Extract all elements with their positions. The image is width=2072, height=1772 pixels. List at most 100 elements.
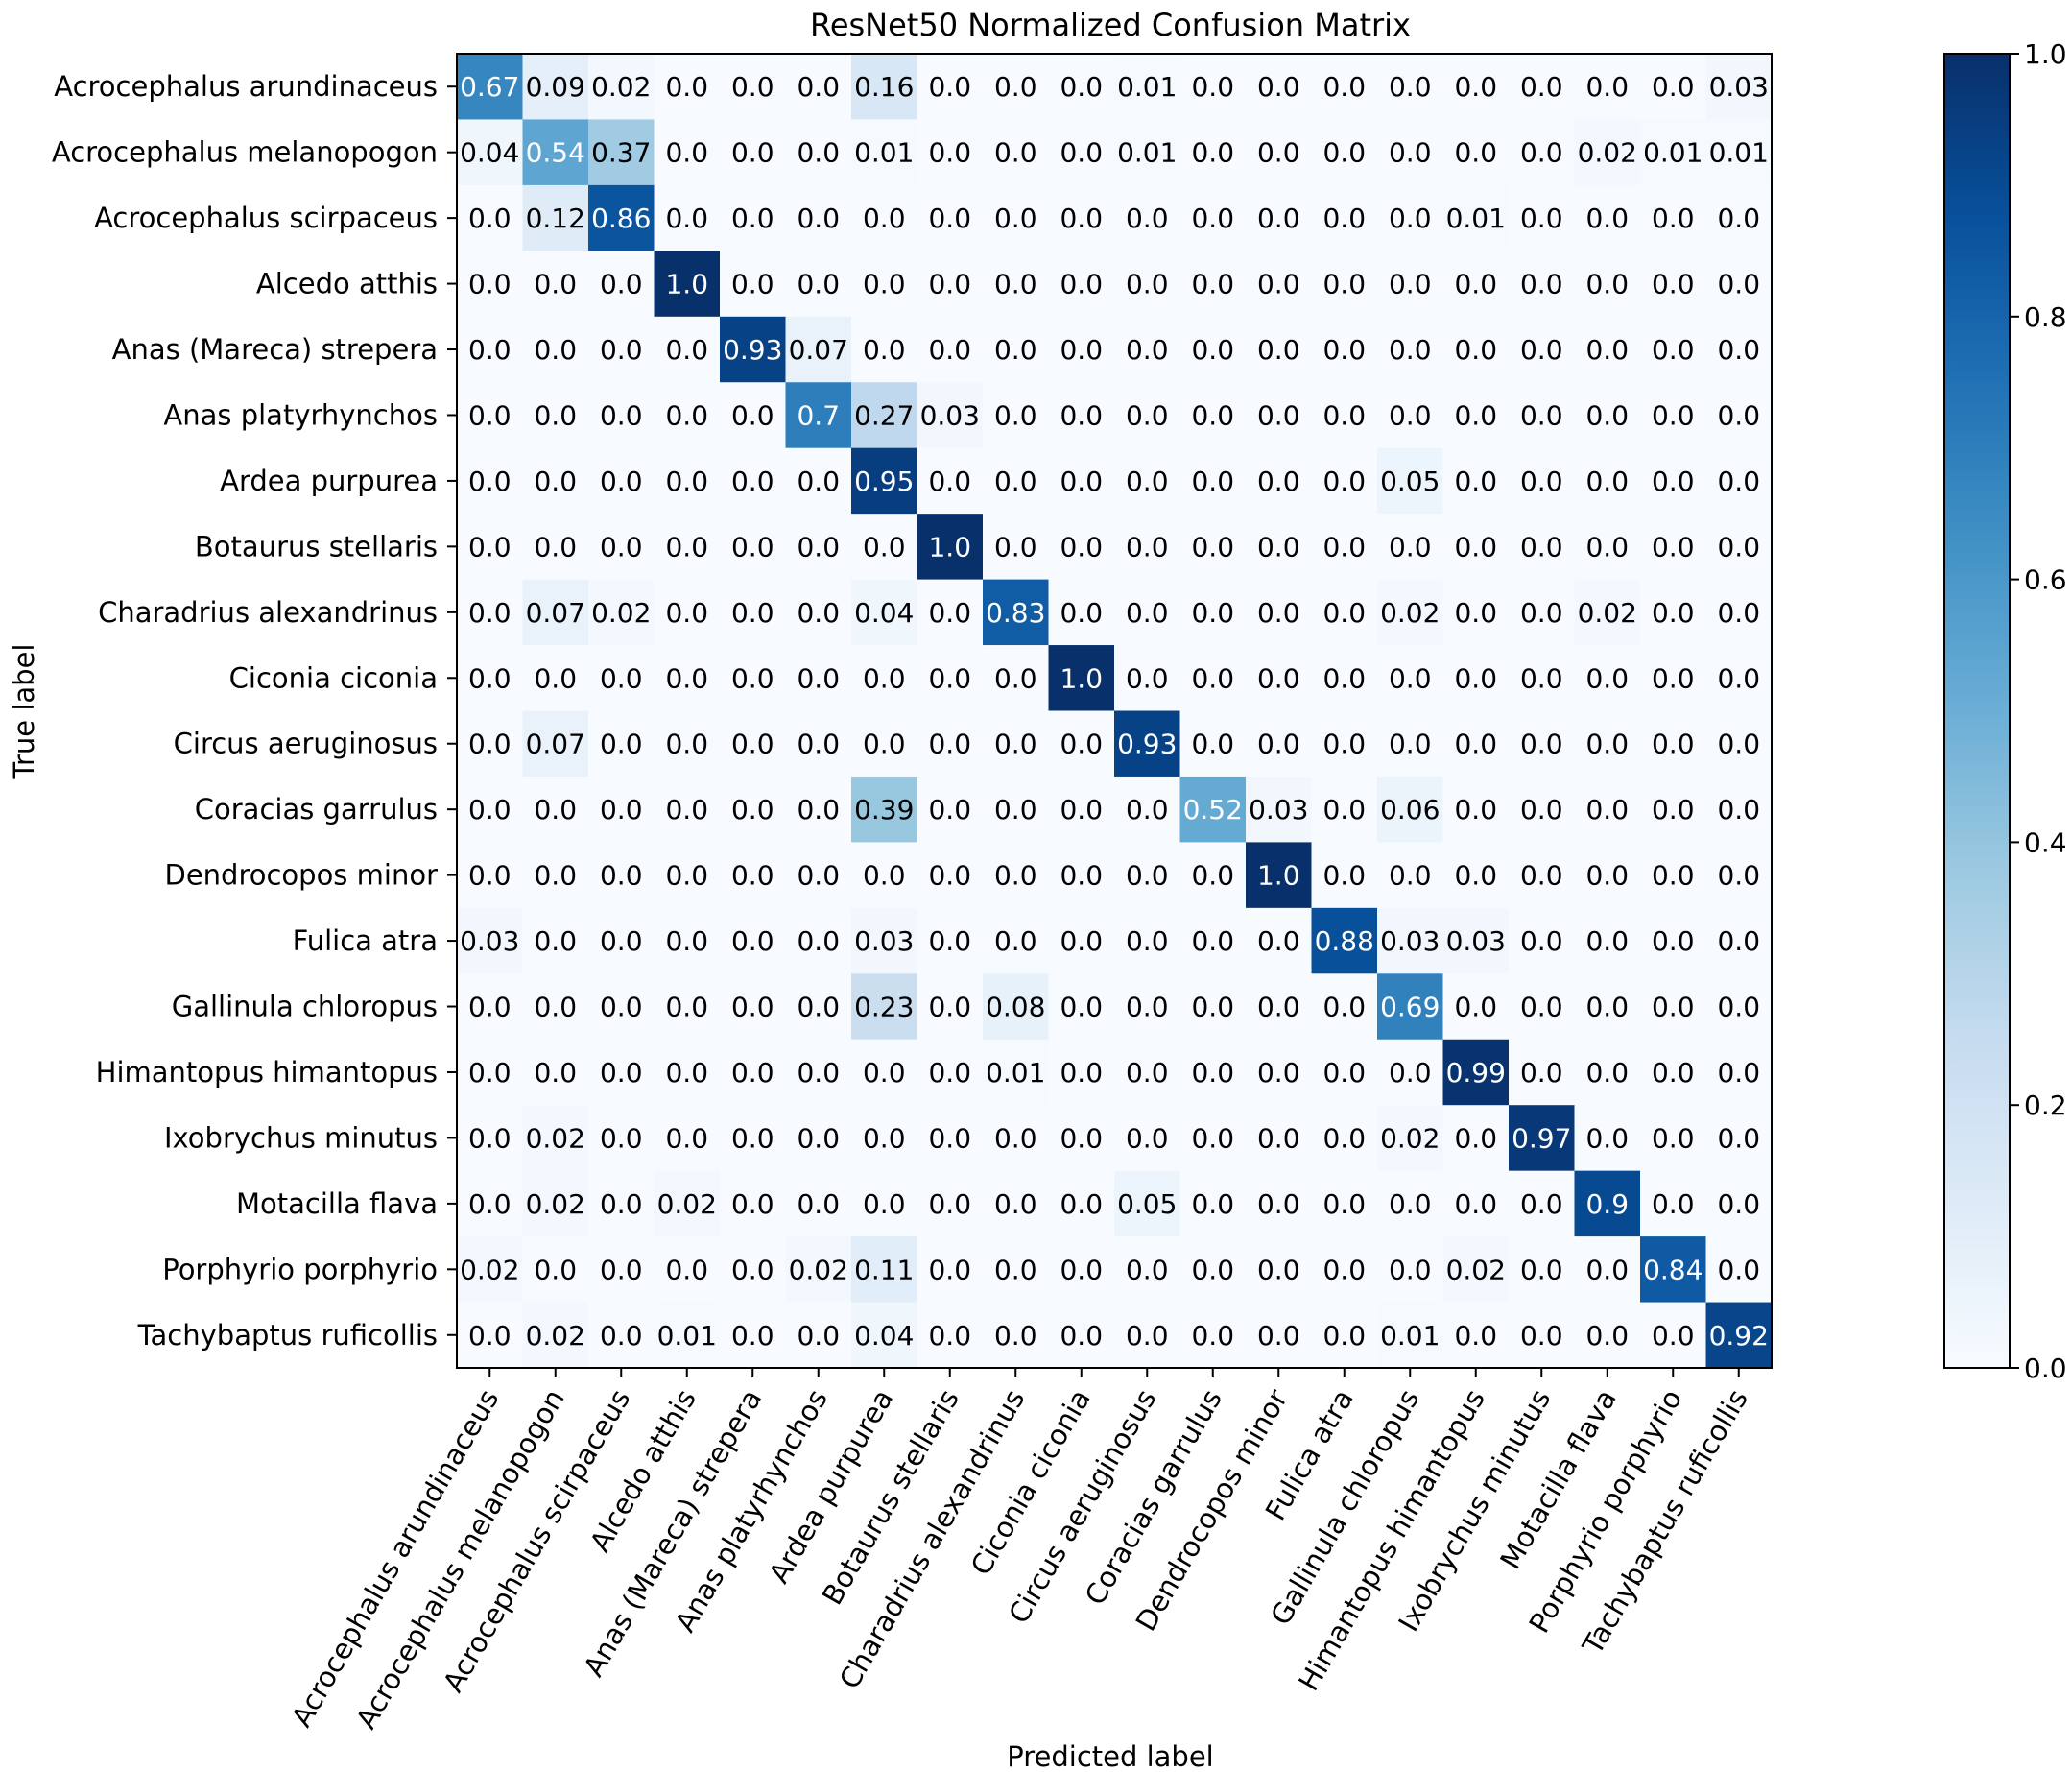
- heatmap-cell: [654, 973, 721, 1041]
- cell-value-label: 0.0: [1520, 203, 1563, 234]
- heatmap-cell: [1246, 973, 1313, 1041]
- cell-value-label: 0.0: [1322, 794, 1366, 826]
- heatmap-cell: [1705, 776, 1773, 843]
- heatmap-cell: [1246, 119, 1313, 186]
- cell-value-label: 0.0: [534, 334, 577, 366]
- cell-value-label: 0.0: [731, 1320, 774, 1352]
- heatmap-cell: [1442, 514, 1510, 581]
- heatmap-cell: [1246, 184, 1313, 251]
- cell-value-label: 0.0: [1191, 1122, 1234, 1154]
- heatmap-cell: [1377, 907, 1444, 974]
- heatmap-cell: [1311, 579, 1378, 646]
- heatmap-cell: [1114, 119, 1181, 186]
- heatmap-cell: [983, 1039, 1050, 1106]
- heatmap-cell: [1246, 1039, 1313, 1106]
- cell-value-label: 0.0: [1191, 137, 1234, 169]
- cell-value-label: 1.0: [1060, 662, 1103, 694]
- heatmap-cell: [983, 842, 1050, 909]
- cell-value-label: 0.0: [468, 1320, 512, 1352]
- cell-value-label: 0.0: [863, 531, 906, 563]
- cell-value-label: 0.0: [1257, 269, 1300, 300]
- cell-value-label: 0.0: [665, 71, 708, 103]
- heatmap-cell: [1442, 1302, 1510, 1369]
- heatmap-cell: [720, 251, 787, 318]
- cell-value-label: 0.0: [665, 334, 708, 366]
- cell-value-label: 0.0: [863, 1057, 906, 1089]
- heatmap-cell: [1048, 1039, 1115, 1106]
- cell-value-label: 0.0: [1257, 925, 1300, 957]
- cell-value-label: 0.0: [600, 992, 643, 1023]
- heatmap-cell: [1509, 1039, 1576, 1106]
- cell-value-label: 0.0: [1257, 1254, 1300, 1285]
- cell-value-label: 0.02: [789, 1254, 848, 1285]
- cell-value-label: 0.0: [1389, 137, 1432, 169]
- cell-value-label: 0.0: [1389, 531, 1432, 563]
- heatmap-cell: [1048, 1302, 1115, 1369]
- heatmap-cell: [654, 382, 721, 449]
- y-tick-label: Botaurus stellaris: [195, 530, 438, 563]
- heatmap-cell: [1574, 1302, 1641, 1369]
- cell-value-label: 0.0: [1389, 71, 1432, 103]
- heatmap-cell: [1442, 1170, 1510, 1237]
- heatmap-cell: [1179, 776, 1247, 843]
- cell-value-label: 0.92: [1709, 1320, 1769, 1352]
- cell-value-label: 0.02: [1578, 137, 1637, 169]
- cell-value-label: 0.02: [1446, 1254, 1506, 1285]
- heatmap-cell: [917, 645, 984, 712]
- cell-value-label: 0.04: [460, 137, 519, 169]
- y-tick-label: Himantopus himantopus: [96, 1056, 438, 1089]
- cell-value-label: 0.0: [731, 399, 774, 431]
- cell-value-label: 0.0: [994, 137, 1037, 169]
- heatmap-cell: [1442, 54, 1510, 121]
- cell-value-label: 0.95: [854, 466, 914, 497]
- heatmap-cell: [1114, 382, 1181, 449]
- heatmap-cell: [1048, 54, 1115, 121]
- cell-value-label: 0.0: [928, 860, 971, 892]
- heatmap-cell: [1574, 645, 1641, 712]
- cell-value-label: 0.0: [1322, 860, 1366, 892]
- heatmap-cell: [1509, 973, 1576, 1041]
- heatmap-cell: [588, 1039, 655, 1106]
- cell-value-label: 0.0: [1454, 794, 1497, 826]
- heatmap-cell: [1377, 645, 1444, 712]
- cell-value-label: 0.0: [1454, 269, 1497, 300]
- cell-value-label: 0.0: [863, 334, 906, 366]
- cell-value-label: 0.0: [1520, 531, 1563, 563]
- heatmap-cell: [1640, 1302, 1707, 1369]
- cell-value-label: 0.0: [1389, 399, 1432, 431]
- heatmap-cell: [1574, 579, 1641, 646]
- heatmap-cell: [1311, 119, 1378, 186]
- cell-value-label: 0.0: [1191, 334, 1234, 366]
- cell-value-label: 0.0: [731, 71, 774, 103]
- cell-value-label: 0.0: [1126, 1122, 1169, 1154]
- heatmap-cell: [1640, 251, 1707, 318]
- y-tick-label: Acrocephalus scirpaceus: [94, 202, 438, 234]
- heatmap-cell: [1114, 1105, 1181, 1172]
- cell-value-label: 0.0: [928, 729, 971, 760]
- heatmap-cell: [1705, 1236, 1773, 1304]
- heatmap-cell: [1114, 579, 1181, 646]
- cell-value-label: 0.0: [928, 466, 971, 497]
- cell-value-label: 0.01: [1117, 71, 1177, 103]
- heatmap-cell: [588, 382, 655, 449]
- cell-value-label: 0.0: [1126, 1254, 1169, 1285]
- cell-value-label: 0.0: [928, 794, 971, 826]
- cell-value-label: 0.0: [1126, 662, 1169, 694]
- cell-value-label: 0.0: [534, 1254, 577, 1285]
- heatmap-cell: [851, 1039, 918, 1106]
- cell-value-label: 0.02: [1380, 1122, 1440, 1154]
- heatmap-cell: [588, 1105, 655, 1172]
- cell-value-label: 0.0: [1585, 729, 1629, 760]
- cell-value-label: 0.0: [1389, 860, 1432, 892]
- heatmap-cell: [588, 54, 655, 121]
- cell-value-label: 0.93: [723, 334, 782, 366]
- cell-value-label: 0.0: [1652, 860, 1695, 892]
- cell-value-label: 0.0: [928, 662, 971, 694]
- heatmap-cell: [1179, 1302, 1247, 1369]
- cell-value-label: 0.0: [1652, 1122, 1695, 1154]
- heatmap-cell: [851, 54, 918, 121]
- cell-value-label: 0.0: [1520, 597, 1563, 629]
- heatmap-cell: [457, 1105, 524, 1172]
- cell-value-label: 0.0: [1585, 531, 1629, 563]
- heatmap-cell: [720, 1170, 787, 1237]
